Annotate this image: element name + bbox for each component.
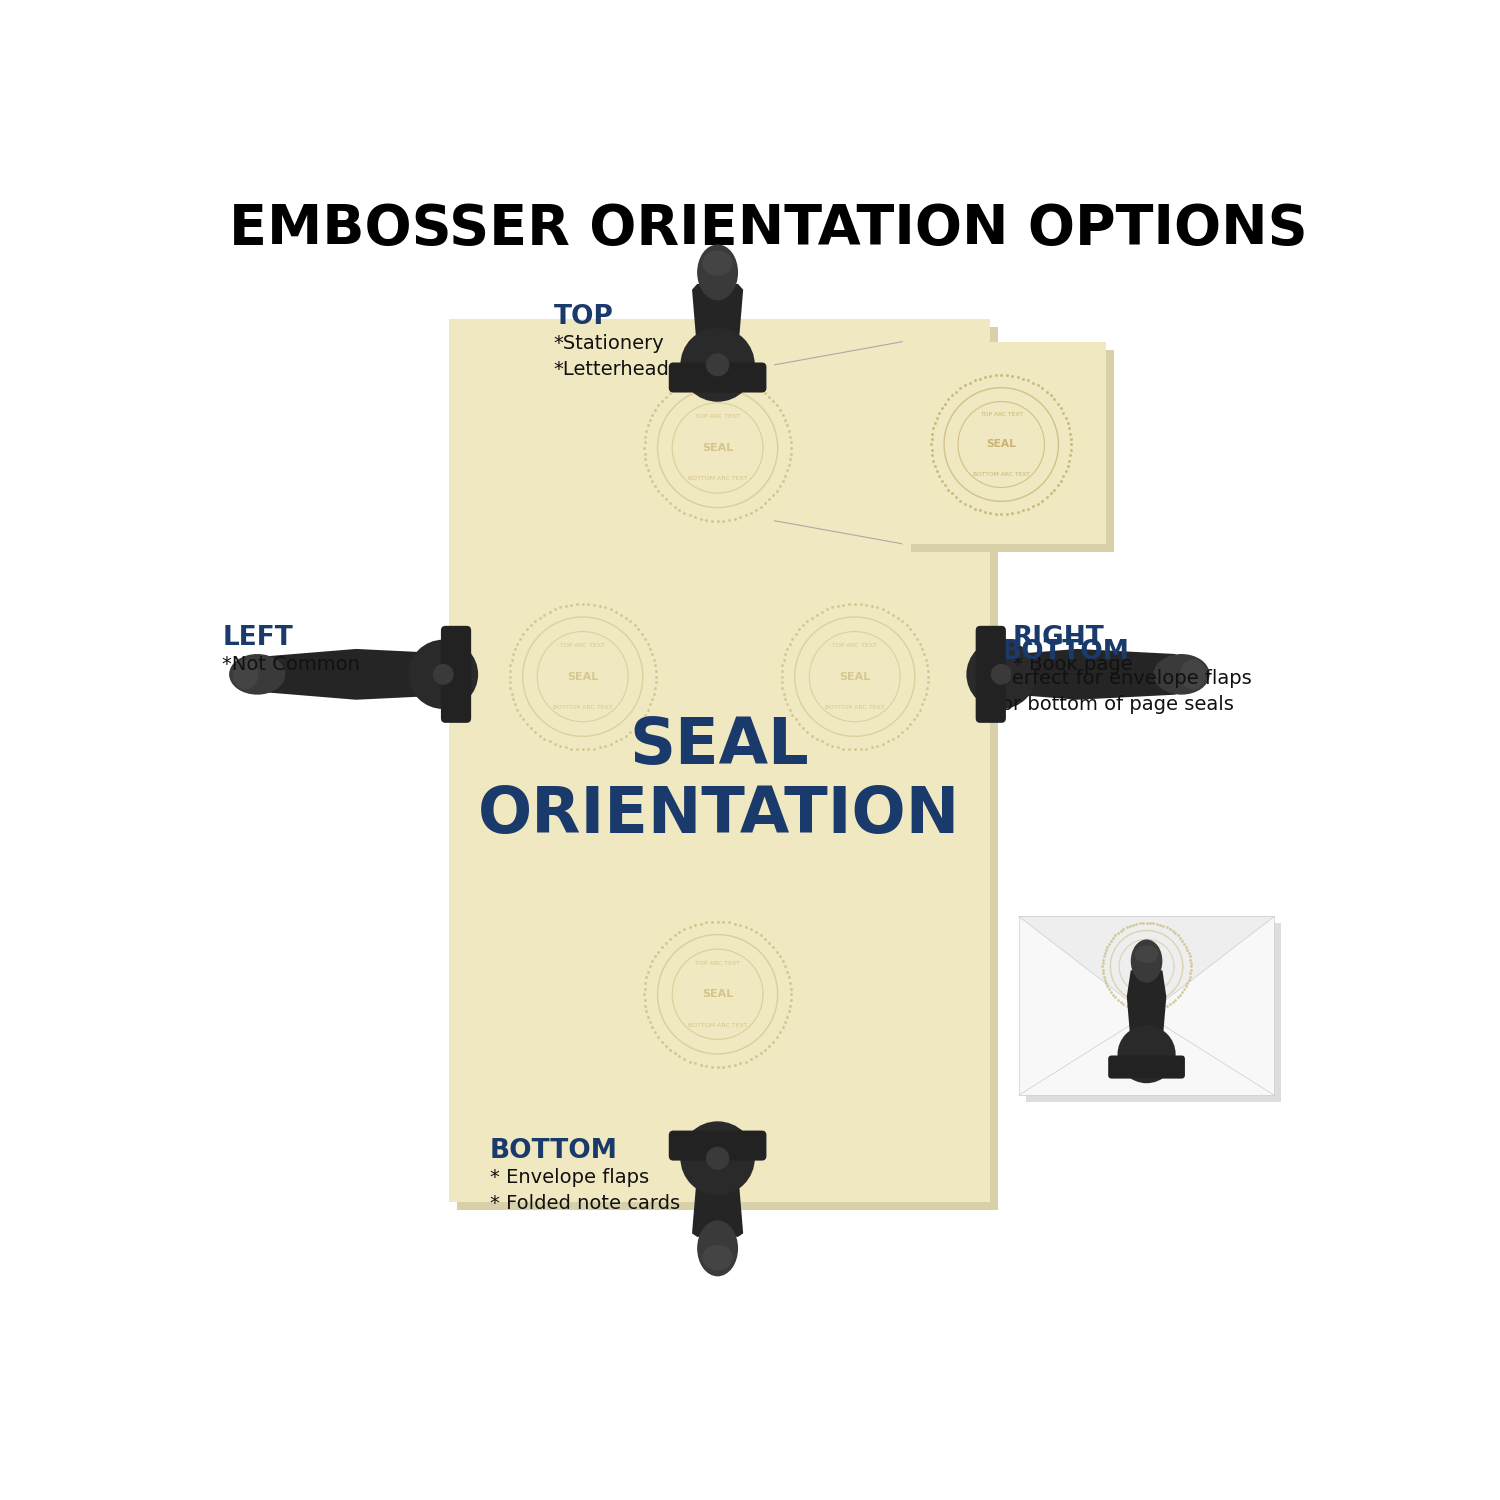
Text: TOP ARC TEXT: TOP ARC TEXT [833,644,878,648]
Text: * Book page: * Book page [1013,654,1132,674]
Ellipse shape [232,658,258,690]
Ellipse shape [698,244,738,300]
Text: SEAL: SEAL [567,672,598,681]
Text: BOTTOM ARC TEXT: BOTTOM ARC TEXT [1128,982,1164,987]
Circle shape [433,664,453,684]
Text: BOTTOM ARC TEXT: BOTTOM ARC TEXT [825,705,885,710]
Text: RIGHT: RIGHT [1013,626,1104,651]
Ellipse shape [698,1221,738,1276]
Text: TOP ARC TEXT: TOP ARC TEXT [694,960,740,966]
Text: BOTTOM: BOTTOM [1002,639,1130,664]
FancyBboxPatch shape [669,1131,766,1161]
Text: SEAL: SEAL [987,440,1016,450]
Text: Perfect for envelope flaps
or bottom of page seals: Perfect for envelope flaps or bottom of … [1002,669,1252,714]
FancyBboxPatch shape [1019,916,1275,1095]
FancyBboxPatch shape [903,342,1106,544]
Ellipse shape [1134,945,1158,963]
Text: TOP ARC TEXT: TOP ARC TEXT [980,413,1023,417]
Circle shape [681,328,754,402]
Text: TOP ARC TEXT: TOP ARC TEXT [694,414,740,420]
Ellipse shape [230,654,285,694]
Ellipse shape [1180,658,1206,690]
Circle shape [408,639,479,710]
Polygon shape [1126,970,1167,1068]
Text: ORIENTATION: ORIENTATION [477,784,960,846]
Text: BOTTOM: BOTTOM [489,1138,618,1164]
Text: TOP: TOP [554,304,614,330]
FancyBboxPatch shape [975,626,1006,723]
Ellipse shape [1154,654,1209,694]
Text: BOTTOM ARC TEXT: BOTTOM ARC TEXT [554,705,612,710]
Circle shape [1118,1026,1176,1083]
Polygon shape [1019,916,1275,1016]
FancyBboxPatch shape [1108,1056,1185,1078]
Text: BOTTOM ARC TEXT: BOTTOM ARC TEXT [974,471,1029,477]
Text: BOTTOM ARC TEXT: BOTTOM ARC TEXT [688,477,747,482]
FancyBboxPatch shape [669,363,766,393]
Polygon shape [692,1142,742,1238]
Polygon shape [692,284,742,382]
Text: SEAL: SEAL [1137,963,1156,969]
Text: * Envelope flaps
* Folded note cards: * Envelope flaps * Folded note cards [489,1167,680,1214]
Text: SEAL: SEAL [702,990,734,999]
Text: SEAL: SEAL [702,442,734,453]
Text: EMBOSSER ORIENTATION OPTIONS: EMBOSSER ORIENTATION OPTIONS [230,201,1308,255]
Text: SEAL: SEAL [628,716,809,777]
Text: TOP ARC TEXT: TOP ARC TEXT [1132,945,1161,950]
Circle shape [681,1122,754,1196]
Circle shape [966,639,1036,710]
Polygon shape [984,650,1176,700]
Ellipse shape [702,1245,734,1270]
FancyBboxPatch shape [448,318,990,1202]
Text: SEAL: SEAL [839,672,870,681]
Text: TOP ARC TEXT: TOP ARC TEXT [561,644,604,648]
Ellipse shape [702,251,734,276]
Circle shape [706,1146,729,1170]
FancyBboxPatch shape [458,327,998,1210]
FancyBboxPatch shape [1026,922,1281,1102]
Text: LEFT: LEFT [222,626,292,651]
FancyBboxPatch shape [910,350,1114,552]
Text: *Not Common: *Not Common [222,654,360,674]
Polygon shape [262,650,460,700]
Circle shape [706,354,729,376]
Text: *Stationery
*Letterhead: *Stationery *Letterhead [554,333,669,380]
FancyBboxPatch shape [441,626,471,723]
Text: BOTTOM ARC TEXT: BOTTOM ARC TEXT [688,1023,747,1028]
Circle shape [992,664,1011,684]
Ellipse shape [1131,939,1162,982]
